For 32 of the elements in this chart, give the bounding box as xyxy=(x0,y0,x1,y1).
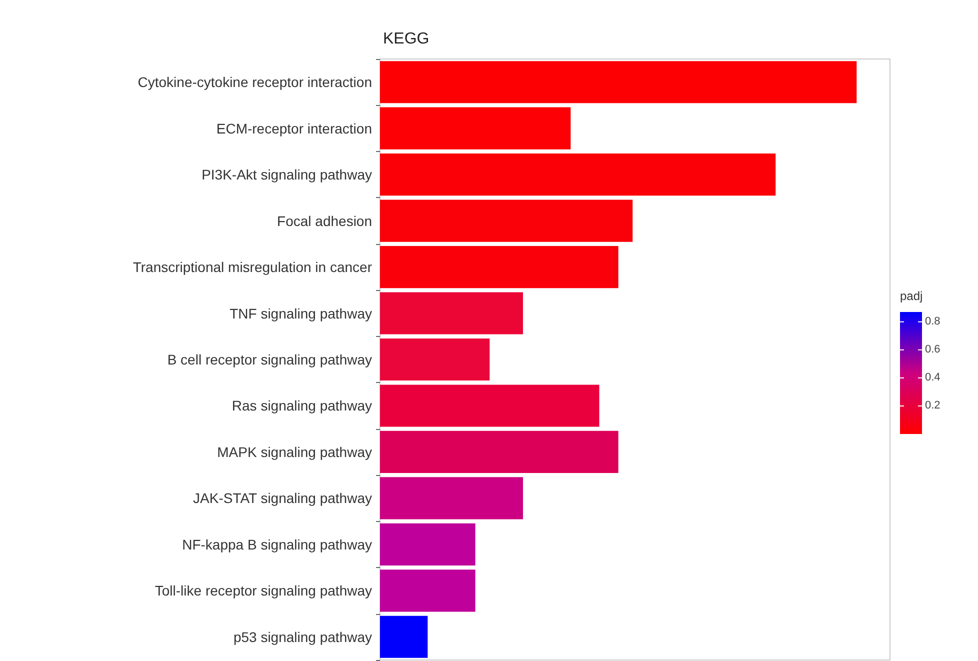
y-tick-label: p53 signaling pathway xyxy=(233,628,372,645)
color-bar-label: 0.6 xyxy=(925,343,940,356)
color-bar-title: padj xyxy=(900,289,923,303)
y-tick-label: JAK-STAT signaling pathway xyxy=(193,490,372,506)
bar xyxy=(380,430,618,473)
y-tick-label: MAPK signaling pathway xyxy=(217,444,372,460)
chart-title: KEGG xyxy=(383,30,430,48)
y-tick-label: Transcriptional misregulation in cancer xyxy=(132,259,372,276)
y-tick-label: Ras signaling pathway xyxy=(232,398,372,414)
bar xyxy=(380,616,428,658)
bar xyxy=(380,200,633,242)
bar xyxy=(380,523,476,566)
y-tick-label: Toll-like receptor signaling pathway xyxy=(154,582,372,599)
y-tick-label: TNF signaling pathway xyxy=(230,305,372,322)
bar xyxy=(380,570,476,612)
bar xyxy=(380,61,857,104)
color-bar-label: 0.8 xyxy=(925,315,940,328)
bar xyxy=(380,338,490,381)
bar xyxy=(380,292,523,334)
y-tick-label: PI3K-Akt signaling pathway xyxy=(202,166,372,183)
bar xyxy=(380,107,571,150)
color-bar-label: 0.4 xyxy=(925,371,940,384)
color-bar-label: 0.2 xyxy=(925,399,940,412)
bar xyxy=(380,154,776,196)
bar xyxy=(380,384,600,427)
y-tick-label: B cell receptor signaling pathway xyxy=(167,352,372,368)
y-tick-label: Cytokine-cytokine receptor interaction xyxy=(138,74,372,90)
y-tick-label: Focal adhesion xyxy=(277,212,372,229)
bar xyxy=(380,246,618,288)
y-tick-label: ECM-receptor interaction xyxy=(216,120,372,136)
y-tick-label: NF-kappa B signaling pathway xyxy=(182,536,372,552)
bar xyxy=(380,477,523,520)
